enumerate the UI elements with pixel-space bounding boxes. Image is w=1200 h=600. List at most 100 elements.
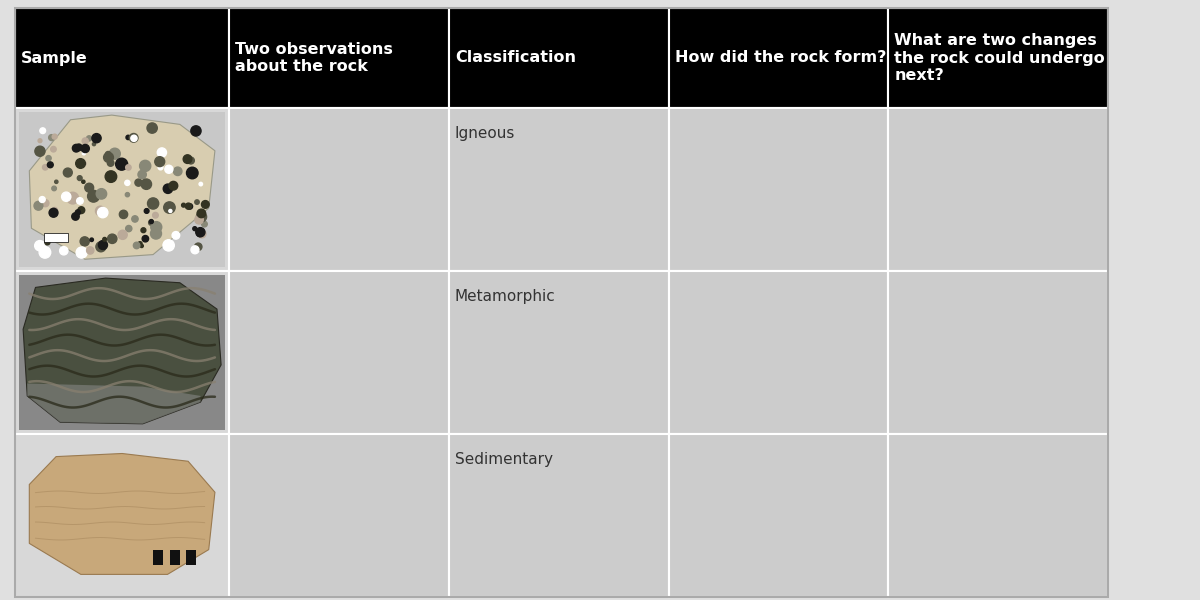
Circle shape [96,242,106,252]
Polygon shape [29,454,215,574]
Circle shape [86,136,91,141]
Circle shape [43,248,47,251]
Circle shape [50,146,56,152]
Circle shape [82,145,89,152]
Circle shape [34,202,43,210]
Text: Classification: Classification [455,50,576,65]
Bar [229,271,449,434]
Circle shape [132,216,138,222]
Circle shape [109,148,120,159]
Circle shape [40,128,46,134]
Bar [449,434,668,597]
Circle shape [88,190,100,202]
Circle shape [96,206,106,216]
Circle shape [151,221,162,233]
Text: Sedimentary: Sedimentary [455,452,553,467]
Circle shape [139,160,151,172]
Bar [186,550,197,565]
Circle shape [83,162,86,166]
Circle shape [118,230,127,239]
Circle shape [42,200,49,206]
Circle shape [55,180,58,184]
Bar [19,275,226,430]
Circle shape [142,235,149,242]
Bar [449,271,668,434]
Circle shape [174,167,182,176]
Circle shape [77,197,83,204]
Bar [169,550,180,565]
Circle shape [149,220,154,224]
Circle shape [134,179,142,186]
Circle shape [38,139,42,143]
Circle shape [125,180,130,185]
Circle shape [142,179,151,190]
Text: Igneous: Igneous [455,126,515,141]
Circle shape [61,192,71,202]
Circle shape [72,213,79,220]
Circle shape [76,158,85,169]
Polygon shape [28,383,200,424]
Circle shape [46,155,52,161]
Circle shape [163,202,175,213]
Circle shape [169,181,178,190]
Circle shape [194,243,202,250]
Bar [19,112,226,267]
Circle shape [97,208,108,218]
Bar [449,108,668,271]
Circle shape [106,151,110,157]
Circle shape [138,242,142,246]
Circle shape [198,230,206,238]
Circle shape [76,247,88,258]
Bar [668,434,888,597]
Circle shape [157,148,167,157]
Circle shape [67,192,78,204]
Circle shape [133,242,140,249]
Circle shape [108,234,116,244]
Circle shape [103,238,107,241]
Circle shape [197,230,203,236]
Circle shape [49,208,58,217]
Text: Sample: Sample [22,50,88,65]
Bar [19,438,226,593]
Circle shape [92,143,96,146]
Circle shape [185,203,192,209]
Bar [154,550,163,565]
Circle shape [126,135,131,140]
Circle shape [197,209,205,218]
Circle shape [47,162,53,168]
Circle shape [186,167,198,179]
Circle shape [138,170,146,179]
Circle shape [83,152,85,155]
Bar [229,8,449,108]
Circle shape [82,180,85,184]
Circle shape [125,193,130,197]
Circle shape [107,157,110,160]
Bar [449,8,668,108]
Circle shape [98,241,108,250]
Circle shape [52,208,58,213]
Text: Metamorphic: Metamorphic [455,289,556,304]
Circle shape [200,230,203,233]
Circle shape [64,168,72,177]
Circle shape [126,226,132,232]
Circle shape [76,144,82,151]
Circle shape [202,221,208,227]
Circle shape [72,145,80,152]
Circle shape [115,158,127,170]
Circle shape [126,165,131,170]
Bar [229,108,449,271]
Circle shape [163,239,174,251]
Bar [14,271,229,434]
Circle shape [184,155,192,163]
Circle shape [140,228,146,233]
Bar [43,233,68,242]
Circle shape [92,134,101,143]
Bar [14,8,229,108]
Circle shape [40,247,50,258]
Circle shape [172,232,180,239]
Bar [229,434,449,597]
Circle shape [42,164,48,170]
Circle shape [140,244,143,248]
Circle shape [131,135,137,142]
Polygon shape [23,278,221,424]
